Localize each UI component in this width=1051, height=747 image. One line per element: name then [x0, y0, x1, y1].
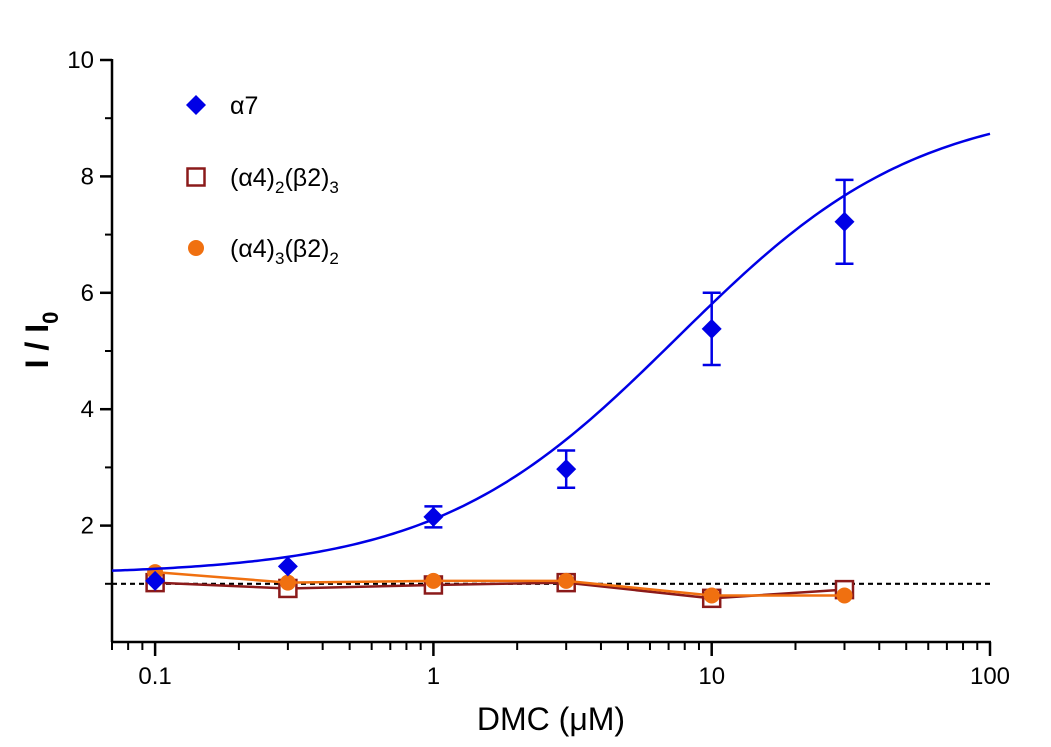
data-point: [279, 574, 296, 591]
data-point: [703, 587, 720, 604]
y-axis-label: I / I0: [19, 312, 63, 369]
data-point: [836, 587, 853, 604]
data-point: [145, 570, 166, 591]
legend-label-subscript: 2: [275, 178, 284, 197]
legend-marker: [186, 167, 206, 187]
y-tick-label: 10: [67, 47, 94, 74]
legend-label-part: (β2): [284, 235, 329, 263]
series-line: [155, 581, 845, 600]
data-point: [834, 211, 855, 232]
legend-label-part: (α4): [230, 235, 275, 263]
y-tick-label: 8: [81, 163, 94, 190]
y-tick-label: 6: [81, 280, 94, 307]
legend-label-part: (α4): [230, 164, 275, 192]
y-axis-label-main: I / I: [19, 324, 55, 368]
legend-label: (α4)3(β2)2: [230, 235, 339, 268]
x-tick-label: 100: [970, 663, 1010, 690]
data-point: [701, 318, 722, 339]
legend-label: (α4)2(β2)3: [230, 164, 339, 197]
x-tick-label: 1: [427, 663, 440, 690]
legend: α7(α4)2(β2)3(α4)3(β2)2: [186, 92, 339, 268]
legend-label-subscript: 2: [329, 249, 338, 268]
legend-label-part: (β2): [284, 164, 329, 192]
y-tick-label: 2: [81, 513, 94, 540]
data-point: [277, 556, 298, 577]
axes: 2 4 6 8 10 0.1 1 10 100: [67, 47, 1010, 690]
legend-item-3: (α4)3(β2)2: [188, 235, 339, 268]
legend-item-2: (α4)2(β2)3: [186, 164, 339, 197]
fit-curve: [111, 132, 991, 572]
series-line: [155, 570, 845, 597]
legend-label-subscript: 3: [329, 178, 338, 197]
series-group: [111, 132, 991, 609]
legend-marker: [188, 240, 204, 256]
x-tick-label: 10: [698, 663, 725, 690]
legend-label-subscript: 3: [275, 249, 284, 268]
data-point: [423, 506, 444, 527]
series-1: [111, 132, 991, 591]
x-axis-label: DMC (μM): [477, 701, 625, 737]
y-axis-label-sub: 0: [38, 312, 63, 324]
legend-marker: [186, 95, 206, 115]
y-tick-label: 4: [81, 396, 94, 423]
legend-label: α7: [230, 92, 258, 120]
legend-item-1: α7: [186, 92, 258, 120]
data-point: [558, 572, 575, 589]
data-point: [425, 572, 442, 589]
data-point: [556, 459, 577, 480]
x-tick-label: 0.1: [138, 663, 171, 690]
